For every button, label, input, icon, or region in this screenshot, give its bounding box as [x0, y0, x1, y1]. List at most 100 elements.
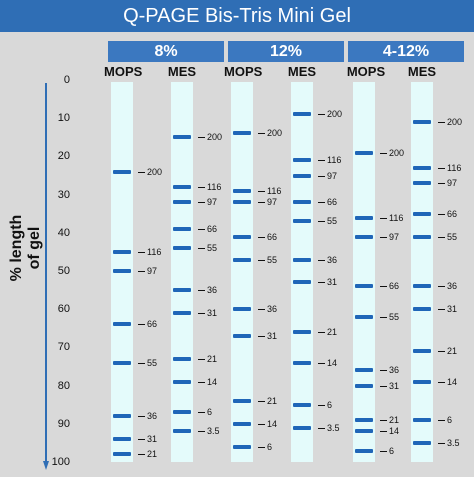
- mw-label: 55: [327, 216, 338, 227]
- protein-band: [413, 379, 431, 384]
- band-marker-dash: [380, 450, 387, 452]
- y-tick-label: 50: [57, 265, 70, 277]
- protein-band: [413, 165, 431, 170]
- band-marker-dash: [380, 236, 387, 238]
- protein-band: [355, 383, 373, 388]
- protein-band: [413, 211, 431, 216]
- band-marker-dash: [438, 442, 445, 444]
- protein-band: [173, 288, 191, 293]
- protein-band: [113, 169, 131, 174]
- mw-label: 66: [389, 281, 400, 292]
- band-marker-dash: [258, 446, 265, 448]
- protein-band: [113, 249, 131, 254]
- protein-band: [293, 257, 311, 262]
- y-tick-label: 100: [51, 456, 70, 468]
- band-marker-dash: [318, 202, 325, 204]
- mw-label: 97: [327, 170, 338, 181]
- gel-lane: [171, 82, 193, 462]
- protein-band: [113, 360, 131, 365]
- mw-label: 21: [327, 327, 338, 338]
- protein-band: [293, 200, 311, 205]
- mw-label: 14: [447, 376, 458, 387]
- mw-label: 66: [207, 223, 218, 234]
- title-bar: Q-PAGE Bis-Tris Mini Gel: [0, 0, 474, 32]
- band-marker-dash: [258, 202, 265, 204]
- band-marker-dash: [258, 236, 265, 238]
- protein-band: [173, 379, 191, 384]
- band-marker-dash: [138, 324, 145, 326]
- y-tick-label: 10: [57, 112, 70, 125]
- mw-label: 97: [267, 197, 278, 208]
- protein-band: [293, 158, 311, 163]
- band-marker-dash: [258, 190, 265, 192]
- protein-band: [413, 284, 431, 289]
- protein-band: [413, 120, 431, 125]
- band-marker-dash: [438, 381, 445, 383]
- protein-band: [413, 349, 431, 354]
- band-marker-dash: [380, 217, 387, 219]
- protein-band: [355, 448, 373, 453]
- mw-label: 55: [447, 231, 458, 242]
- protein-band: [173, 246, 191, 251]
- band-marker-dash: [198, 228, 205, 230]
- protein-band: [173, 311, 191, 316]
- protein-band: [293, 425, 311, 430]
- protein-band: [233, 444, 251, 449]
- protein-band: [413, 440, 431, 445]
- mw-label: 200: [327, 109, 343, 120]
- band-marker-dash: [438, 351, 445, 353]
- band-marker-dash: [138, 416, 145, 418]
- y-axis-arrow-icon: [43, 83, 49, 470]
- band-marker-dash: [138, 439, 145, 441]
- protein-band: [233, 234, 251, 239]
- protein-band: [413, 181, 431, 186]
- mw-label: 31: [147, 434, 158, 445]
- mw-label: 6: [207, 407, 213, 418]
- band-marker-dash: [138, 271, 145, 272]
- mw-label: 116: [267, 185, 282, 196]
- protein-band: [113, 437, 131, 442]
- gel-lane: [231, 82, 253, 462]
- mw-label: 36: [147, 411, 158, 422]
- mw-label: 31: [389, 380, 400, 391]
- y-tick-label: 60: [57, 303, 70, 316]
- mw-label: 36: [327, 254, 338, 265]
- y-tick-label: 80: [57, 379, 70, 392]
- protein-band: [355, 284, 373, 289]
- mw-label: 21: [447, 346, 458, 357]
- mw-label: 31: [207, 308, 218, 319]
- mw-label: 6: [327, 399, 333, 410]
- protein-band: [293, 360, 311, 365]
- mw-label: 6: [267, 441, 273, 452]
- mw-label: 200: [207, 132, 223, 143]
- band-marker-dash: [380, 385, 387, 387]
- mw-label: 21: [147, 449, 158, 460]
- buffer-label: MES: [407, 64, 437, 79]
- protein-band: [355, 429, 373, 434]
- band-marker-dash: [198, 381, 205, 383]
- gel-lane: [411, 82, 433, 462]
- buffer-label: MES: [167, 64, 197, 79]
- band-marker-dash: [380, 286, 387, 288]
- band-marker-dash: [138, 251, 145, 253]
- mw-label: 200: [147, 166, 163, 177]
- buffer-label: MOPS: [104, 64, 143, 79]
- mw-label: 66: [267, 231, 278, 242]
- protein-band: [233, 307, 251, 312]
- mw-label: 55: [267, 254, 278, 265]
- mw-label: 116: [389, 212, 404, 223]
- mw-label: 116: [327, 155, 342, 166]
- band-marker-dash: [258, 400, 265, 402]
- band-marker-dash: [318, 114, 325, 116]
- gel-header-8: 8%: [108, 41, 224, 62]
- protein-band: [113, 452, 131, 457]
- protein-band: [355, 234, 373, 239]
- mw-label: 6: [389, 445, 395, 456]
- band-marker-dash: [258, 423, 265, 425]
- band-marker-dash: [198, 202, 205, 204]
- band-marker-dash: [138, 454, 145, 456]
- protein-band: [113, 269, 131, 273]
- y-tick-label: 70: [57, 341, 70, 354]
- protein-band: [173, 200, 191, 205]
- protein-band: [355, 215, 373, 220]
